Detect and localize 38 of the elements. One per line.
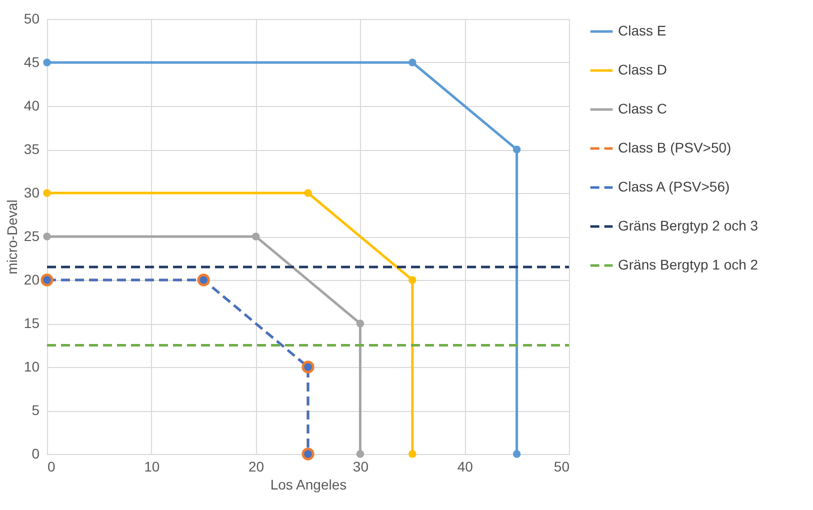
- y-tick-label: 10: [24, 358, 40, 374]
- point: [43, 232, 51, 240]
- y-tick-label: 0: [32, 446, 40, 462]
- y-tick-label: 20: [24, 272, 40, 288]
- point: [252, 232, 260, 240]
- y-tick-label: 15: [24, 315, 40, 331]
- x-tick-label: 30: [352, 458, 369, 474]
- y-tick-label: 40: [24, 98, 40, 114]
- point: [356, 320, 364, 328]
- y-tick-label: 30: [24, 184, 40, 200]
- y-tick-label: 35: [24, 141, 40, 157]
- x-tick-label: 10: [144, 458, 160, 474]
- point: [408, 450, 416, 458]
- x-tick-label: 0: [48, 458, 56, 474]
- legend-label: Class C: [618, 100, 668, 116]
- legend-label: Gräns Bergtyp 1 och 2: [618, 256, 758, 272]
- point: [356, 450, 364, 458]
- legend-label: Class B (PSV>50): [618, 140, 732, 156]
- x-axis-title: Los Angeles: [270, 476, 347, 492]
- y-tick-label: 50: [24, 10, 40, 26]
- point: [408, 58, 416, 66]
- x-tick-label: 20: [248, 458, 264, 474]
- y-tick-label: 25: [24, 228, 40, 244]
- legend-label: Class A (PSV>56): [618, 178, 730, 194]
- y-axis-title: micro-Deval: [4, 200, 20, 274]
- legend-label: Class D: [618, 62, 668, 78]
- point: [512, 450, 521, 458]
- y-tick-label: 45: [24, 54, 40, 70]
- legend-label: Class E: [618, 22, 666, 38]
- point: [512, 146, 521, 154]
- legend-label: Gräns Bergtyp 2 och 3: [618, 218, 758, 234]
- y-tick-label: 5: [32, 402, 40, 418]
- point: [408, 276, 416, 284]
- x-tick-label: 50: [554, 458, 570, 474]
- point: [43, 189, 51, 197]
- point: [43, 58, 51, 66]
- x-tick-label: 40: [457, 458, 474, 474]
- point: [304, 189, 312, 197]
